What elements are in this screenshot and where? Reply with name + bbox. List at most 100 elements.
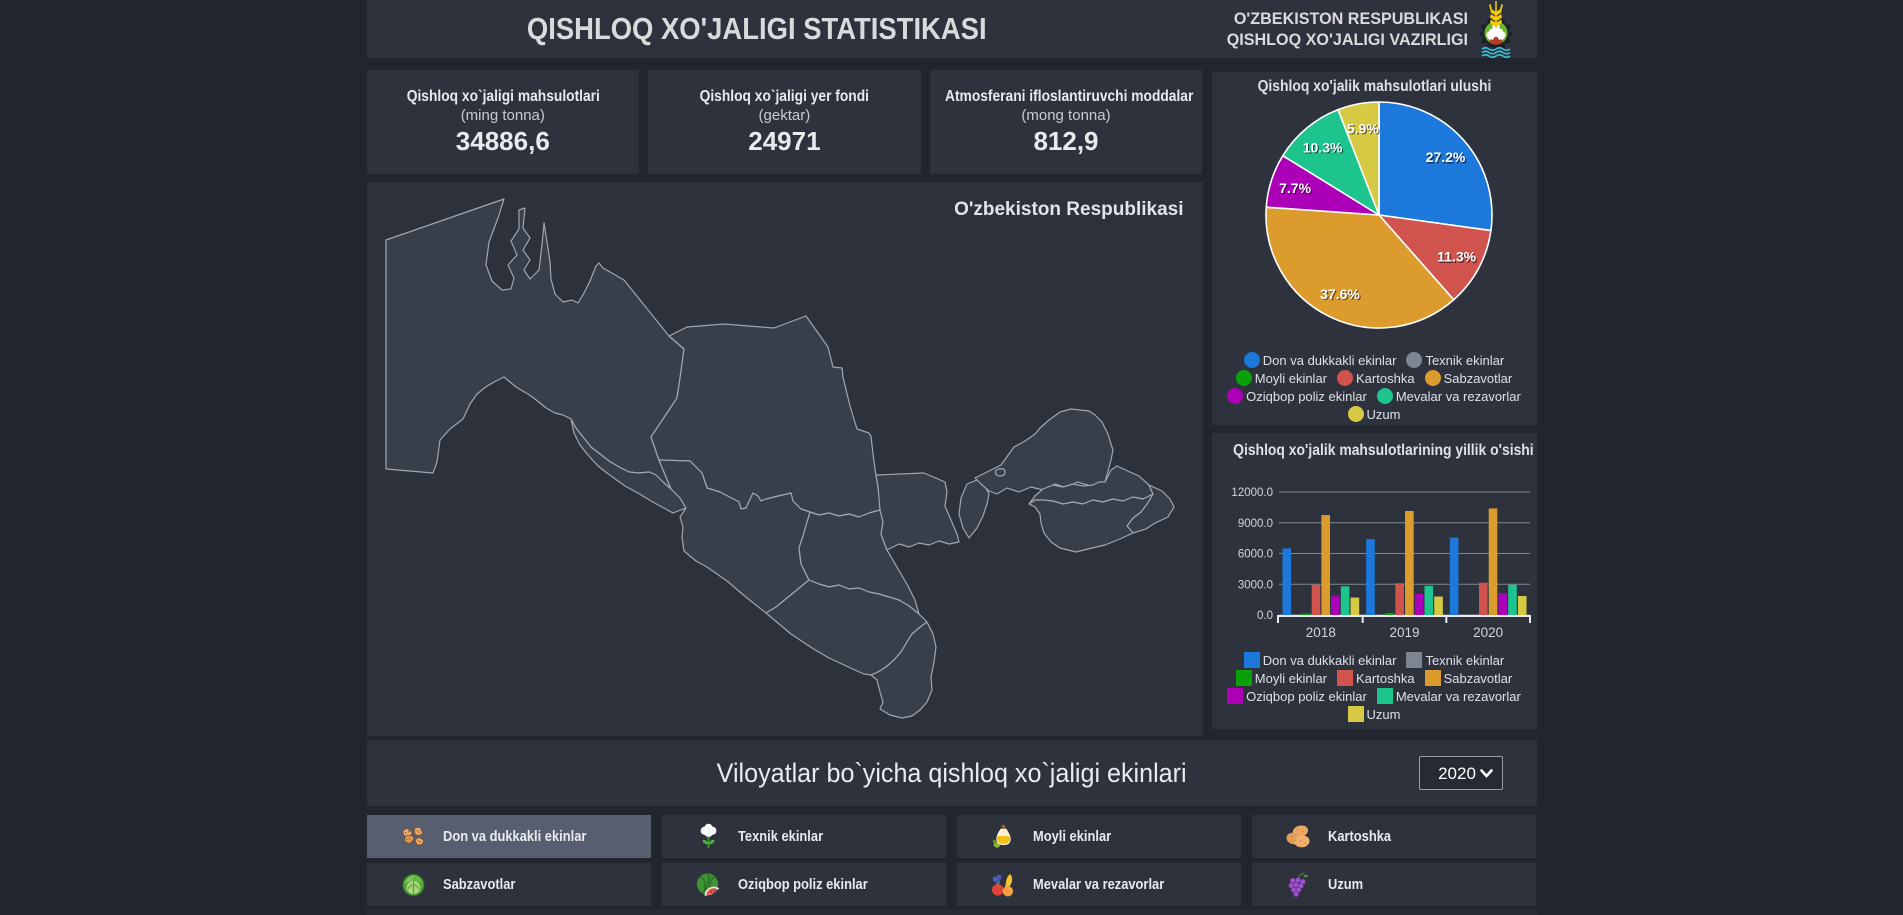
legend-label: Mevalar va rezavorlar: [1395, 388, 1521, 404]
bar-2020-uzum[interactable]: [1517, 596, 1527, 615]
bar-2018-kartoshka[interactable]: [1311, 584, 1320, 615]
legend-item-sabzavotlar[interactable]: Sabzavotlar: [1424, 670, 1512, 686]
legend-item-uzum[interactable]: Uzum: [1347, 706, 1400, 722]
pie-slice-label: 7.7%: [1279, 180, 1311, 196]
legend-item-uzum[interactable]: Uzum: [1347, 406, 1400, 422]
legend-item-moyli-ekinlar[interactable]: Moyli ekinlar: [1235, 370, 1327, 386]
legend-marker: [1406, 652, 1423, 668]
bar-2019-moyli-ekinlar[interactable]: [1385, 612, 1394, 615]
bar-2019-mevalar-va-rezavorlar[interactable]: [1424, 585, 1433, 615]
map-region-jizzax[interactable]: [874, 472, 960, 551]
legend-item-kartoshka[interactable]: Kartoshka: [1337, 370, 1415, 386]
map-region-qoraqalpogiston[interactable]: [384, 198, 685, 490]
stat-card-value: 812,9: [1033, 125, 1099, 156]
pie-chart[interactable]: 27.2%27.2%11.3%11.3%37.6%37.6%7.7%7.7%10…: [1212, 94, 1537, 354]
map-region-fargona[interactable]: [1027, 493, 1154, 553]
bar-ytick-label: 9000.0: [1237, 518, 1272, 530]
legend-item-oziqbop-poliz-ekinlar[interactable]: Oziqbop poliz ekinlar: [1227, 388, 1367, 404]
pie-slice-mevalar-va-rezavorlar[interactable]: [1281, 108, 1380, 216]
pie-slice-kartoshka[interactable]: [1377, 214, 1492, 301]
bar-2018-uzum[interactable]: [1350, 597, 1359, 615]
pie-slice-label-shadow: 7.7%: [1280, 181, 1312, 197]
crop-button-label: Uzum: [1328, 876, 1364, 893]
legend-label: Sabzavotlar: [1443, 370, 1513, 386]
legend-item-sabzavotlar[interactable]: Sabzavotlar: [1424, 370, 1513, 386]
legend-item-moyli-ekinlar[interactable]: Moyli ekinlar: [1235, 670, 1328, 686]
stat-card-value: 34886,6: [455, 125, 550, 156]
legend-marker: [1227, 688, 1244, 704]
pie-legend: Don va dukkakli ekinlar Texnik ekinlar Moy…: [1212, 351, 1537, 423]
bar-2018-mevalar-va-rezavorlar[interactable]: [1340, 586, 1349, 615]
legend-row: Uzum: [1212, 405, 1537, 423]
legend-label: Moyli ekinlar: [1254, 670, 1328, 686]
map-region-surxondaryo[interactable]: [869, 621, 937, 719]
legend-item-don-va-dukkakli-ekinlar[interactable]: Don va dukkakli ekinlar: [1243, 352, 1396, 368]
legend-item-mevalar-va-rezavorlar[interactable]: Mevalar va rezavorlar: [1376, 688, 1521, 704]
legend-item-texnik-ekinlar[interactable]: Texnik ekinlar: [1406, 352, 1504, 368]
year-select[interactable]: 2020: [1418, 756, 1503, 790]
bar-chart[interactable]: 0.0 3000.0 6000.0 9000.0 12000.0 2018 2019 2020: [1212, 433, 1537, 648]
legend-row: Don va dukkakli ekinlar Texnik ekinlar: [1212, 651, 1537, 669]
legend-item-texnik-ekinlar[interactable]: Texnik ekinlar: [1406, 652, 1504, 668]
legend-row: Moyli ekinlar Kartoshka Sabzavotlar: [1212, 669, 1537, 687]
bar-2018-sabzavotlar[interactable]: [1320, 515, 1330, 615]
pie-slice-label: 11.3%: [1437, 249, 1476, 265]
legend-row: Don va dukkakli ekinlar Texnik ekinlar: [1212, 351, 1537, 369]
ministry-line1: O'ZBEKISTON RESPUBLIKASI: [1234, 8, 1469, 28]
legend-row: Oziqbop poliz ekinlar Mevalar va rezavorl…: [1212, 387, 1537, 405]
bar-2019-uzum[interactable]: [1433, 596, 1443, 615]
crop-button-mevalar-va-rezavorlar[interactable]: Mevalar va rezavorlar: [957, 863, 1242, 906]
pie-slice-label: 5.9%: [1346, 120, 1378, 136]
bar-2019-oziqbop-poliz-ekinlar[interactable]: [1414, 593, 1423, 615]
crop-button-don-va-dukkakli-ekinlar[interactable]: Don va dukkakli ekinlar: [366, 815, 651, 858]
peanuts-icon: [401, 826, 424, 846]
bar-2020-sabzavotlar[interactable]: [1488, 508, 1497, 615]
stat-card-value: 24971: [748, 125, 821, 156]
crop-button-uzum[interactable]: Uzum: [1252, 863, 1537, 906]
bar-xtick-label: 2018: [1305, 625, 1335, 640]
header-title-area: QISHLOQ XO'JALIGI STATISTIKASI: [367, 0, 1147, 58]
bar-2020-oziqbop-poliz-ekinlar[interactable]: [1497, 592, 1507, 615]
map-region-sirdaryo[interactable]: [957, 479, 990, 539]
legend-marker: [1243, 352, 1260, 368]
legend-item-oziqbop-poliz-ekinlar[interactable]: Oziqbop poliz ekinlar: [1227, 688, 1367, 704]
bar-2019-don-va-dukkakli-ekinlar[interactable]: [1365, 539, 1375, 615]
potato-icon: [1286, 825, 1310, 848]
crop-button-label: Sabzavotlar: [442, 876, 515, 893]
bar-2020-mevalar-va-rezavorlar[interactable]: [1507, 584, 1517, 615]
bar-ytick-label: 6000.0: [1237, 549, 1272, 561]
crop-button-kartoshka[interactable]: Kartoshka: [1252, 815, 1537, 858]
bar-2019-sabzavotlar[interactable]: [1404, 510, 1414, 615]
crop-button-texnik-ekinlar[interactable]: Texnik ekinlar: [661, 815, 946, 858]
header-bar: QISHLOQ XO'JALIGI STATISTIKASI O'ZBEKIST…: [366, 0, 1537, 58]
watermelon-icon: [696, 873, 720, 896]
bar-2020-don-va-dukkakli-ekinlar[interactable]: [1449, 537, 1458, 615]
map-toshkent-city-outline[interactable]: [994, 468, 1006, 477]
stat-card-pollutants: Atmosferani ifloslantiruvchi moddalar (m…: [929, 69, 1203, 174]
legend-item-don-va-dukkakli-ekinlar[interactable]: Don va dukkakli ekinlar: [1243, 652, 1396, 668]
main-content: Qishloq xo`jaligi mahsulotlari (ming ton…: [366, 58, 1537, 736]
pie-chart-title: Qishloq xo'jalik mahsulotlari ulushi: [1257, 78, 1491, 95]
below-fold-panel-edge: [366, 909, 1537, 915]
crop-button-oziqbop-poliz-ekinlar[interactable]: Oziqbop poliz ekinlar: [661, 863, 946, 906]
legend-marker: [1424, 370, 1441, 386]
pie-slice-don-va-dukkakli-ekinlar[interactable]: [1377, 101, 1493, 232]
crop-button-moyli-ekinlar[interactable]: Moyli ekinlar: [957, 815, 1242, 858]
left-column: Qishloq xo`jaligi mahsulotlari (ming ton…: [366, 58, 1203, 736]
bar-2018-moyli-ekinlar[interactable]: [1301, 613, 1311, 615]
legend-item-kartoshka[interactable]: Kartoshka: [1337, 670, 1415, 686]
bar-2019-kartoshka[interactable]: [1394, 583, 1404, 615]
map-region-toshkent[interactable]: [973, 408, 1114, 495]
pie-slice-label: 10.3%: [1302, 139, 1342, 155]
pie-slice-label-shadow: 10.3%: [1303, 141, 1343, 157]
legend-item-mevalar-va-rezavorlar[interactable]: Mevalar va rezavorlar: [1376, 388, 1521, 404]
bar-2020-kartoshka[interactable]: [1478, 582, 1488, 615]
ministry-line2: QISHLOQ XO'JALIGI VAZIRLIGI: [1227, 30, 1469, 49]
bar-2018-oziqbop-poliz-ekinlar[interactable]: [1330, 595, 1340, 616]
uzbekistan-map: [384, 198, 1175, 719]
bar-2018-don-va-dukkakli-ekinlar[interactable]: [1281, 548, 1291, 616]
pie-slice-uzum[interactable]: [1336, 101, 1380, 216]
crop-button-sabzavotlar[interactable]: Sabzavotlar: [366, 863, 651, 906]
legend-label: Kartoshka: [1356, 370, 1415, 386]
pie-slice-sabzavotlar[interactable]: [1264, 206, 1455, 329]
